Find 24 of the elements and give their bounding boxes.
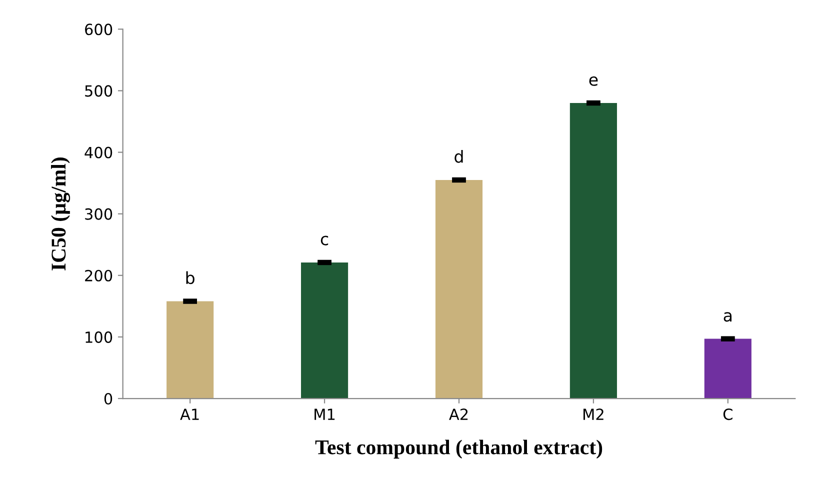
x-tick-label: A1: [180, 408, 199, 420]
bar: [166, 301, 214, 399]
x-tick-label: M1: [314, 408, 335, 420]
bar: [704, 338, 752, 399]
bar: [570, 103, 617, 399]
annotation: b: [186, 271, 194, 284]
y-tick-label: 200: [85, 270, 112, 282]
x-tick-label: C: [723, 408, 732, 420]
annotation: a: [724, 312, 732, 322]
y-axis-title: IC50 (µg/ml): [51, 158, 70, 270]
annotation: d: [454, 150, 463, 163]
y-tick-label: 500: [85, 85, 112, 97]
x-tick-label: A2: [449, 408, 468, 420]
annotation: c: [320, 236, 328, 246]
y-tick-label: 0: [104, 392, 112, 405]
y-tick-label: 600: [85, 24, 112, 36]
bar: [301, 262, 348, 399]
y-tick-label: 300: [85, 208, 112, 220]
bar: [435, 180, 483, 399]
annotation: e: [589, 76, 598, 86]
y-tick-label: 400: [84, 146, 112, 158]
x-tick-label: M2: [584, 408, 604, 420]
y-tick-label: 100: [86, 331, 112, 343]
x-axis-title: Test compound (ethanol extract): [315, 440, 602, 459]
